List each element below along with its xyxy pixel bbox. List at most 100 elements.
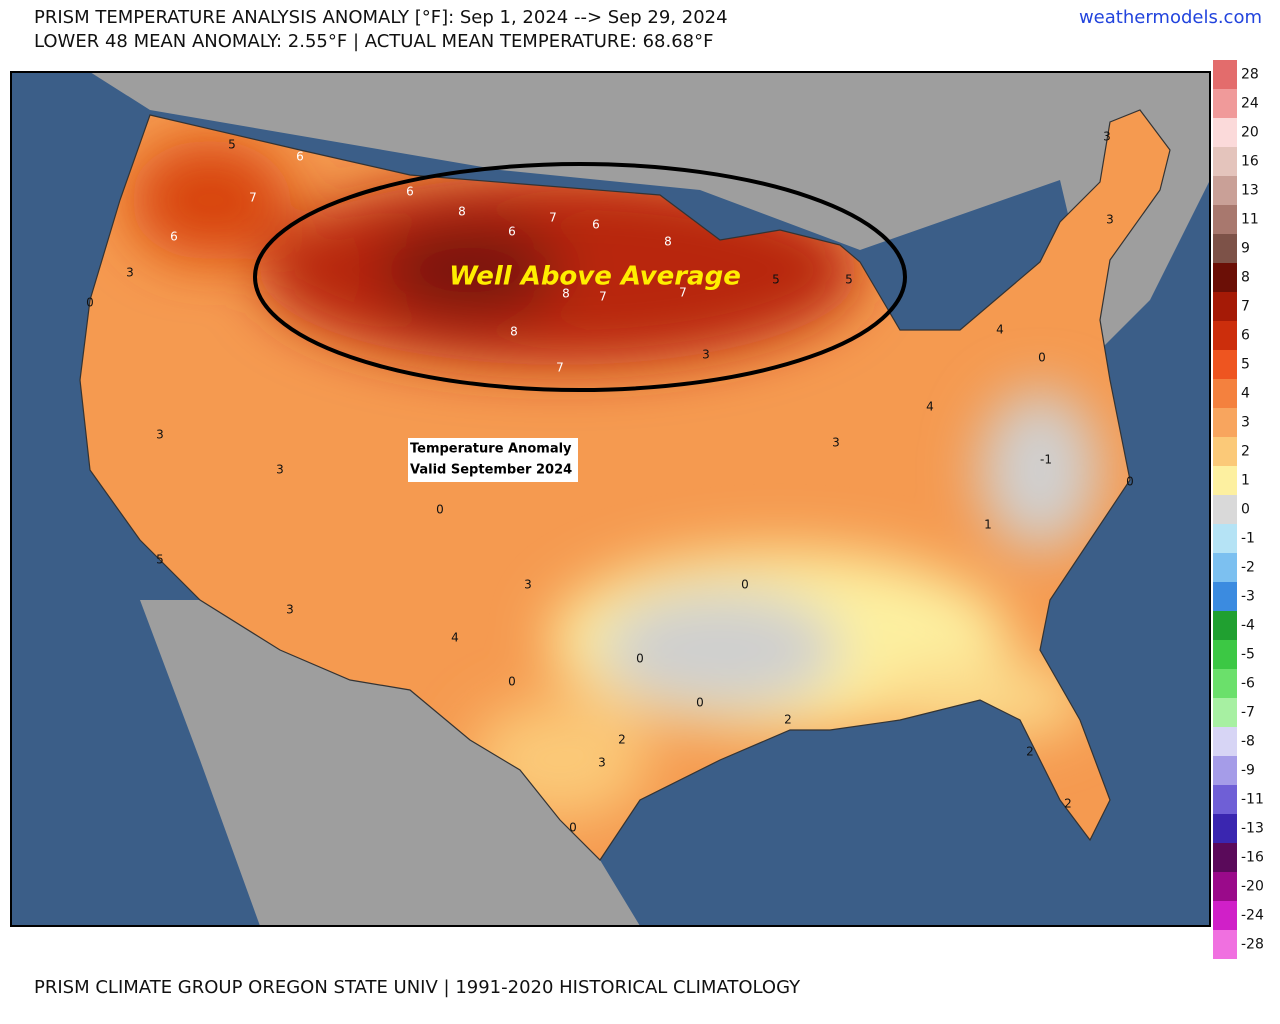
- legend-label: -7: [1241, 705, 1255, 721]
- map: Well Above Average Temperature Anomaly V…: [10, 71, 1211, 927]
- map-value: 0: [741, 578, 749, 592]
- legend-label: 9: [1241, 241, 1250, 257]
- legend-swatch: [1213, 872, 1237, 901]
- us-outline: [79, 109, 1171, 861]
- legend-swatch: [1213, 524, 1237, 553]
- label-box-line: Valid September 2024: [410, 463, 572, 478]
- map-value: 4: [451, 631, 459, 645]
- annotation: Well Above Average: [449, 262, 741, 292]
- map-value: 3: [702, 348, 710, 362]
- map-value: 7: [249, 191, 257, 205]
- canada: [11, 72, 1210, 350]
- label-box-line: Temperature Anomaly: [410, 442, 572, 457]
- legend-label: 20: [1241, 125, 1259, 141]
- legend-swatch: [1213, 495, 1237, 524]
- map-value: 1: [984, 518, 992, 532]
- legend-label: -8: [1241, 734, 1255, 750]
- map-value: 0: [86, 296, 94, 310]
- map-value: 6: [296, 150, 304, 164]
- map-value: 3: [832, 436, 840, 450]
- map-value: 8: [664, 235, 672, 249]
- map-frame: [10, 71, 1211, 927]
- legend-swatch: [1213, 176, 1237, 205]
- legend-label: 7: [1241, 299, 1250, 315]
- map-value: 5: [228, 138, 236, 152]
- legend-label: 4: [1241, 386, 1250, 402]
- legend-swatch: [1213, 698, 1237, 727]
- legend-label: -1: [1241, 531, 1255, 547]
- legend-label: -11: [1241, 792, 1264, 808]
- subtitle: LOWER 48 MEAN ANOMALY: 2.55°F | ACTUAL M…: [34, 31, 713, 52]
- map-value: 2: [784, 713, 792, 727]
- legend-swatch: [1213, 205, 1237, 234]
- legend-label: -9: [1241, 763, 1255, 779]
- site-link[interactable]: weathermodels.com: [1079, 7, 1262, 28]
- legend-swatch: [1213, 611, 1237, 640]
- map-value: 3: [1103, 130, 1111, 144]
- map-value: 3: [598, 756, 606, 770]
- legend-swatch: [1213, 930, 1237, 959]
- legend-swatch: [1213, 640, 1237, 669]
- legend-swatch: [1213, 89, 1237, 118]
- legend-swatch: [1213, 843, 1237, 872]
- map-value: 8: [510, 325, 518, 339]
- map-value: 3: [276, 463, 284, 477]
- map-value: 5: [772, 273, 780, 287]
- legend-label: -4: [1241, 618, 1255, 634]
- legend-label: -20: [1241, 879, 1264, 895]
- label-box: [408, 438, 578, 482]
- legend-swatch: [1213, 408, 1237, 437]
- legend-swatch: [1213, 60, 1237, 89]
- map-value: 3: [1106, 213, 1114, 227]
- map-value: 3: [286, 603, 294, 617]
- legend-label: 0: [1241, 502, 1250, 518]
- legend-label: 11: [1241, 212, 1259, 228]
- legend-label: -28: [1241, 937, 1264, 953]
- mexico: [140, 600, 640, 926]
- map-value: 2: [1064, 797, 1072, 811]
- map-value: 6: [508, 225, 516, 239]
- map-value: 8: [458, 205, 466, 219]
- legend-label: 28: [1241, 67, 1259, 83]
- map-value: 0: [569, 821, 577, 835]
- legend-swatch: [1213, 350, 1237, 379]
- legend-swatch: [1213, 118, 1237, 147]
- legend-label: 1: [1241, 473, 1250, 489]
- highlight-ellipse: [253, 162, 907, 392]
- legend-swatch: [1213, 234, 1237, 263]
- map-value: 6: [406, 185, 414, 199]
- map-value: 0: [696, 696, 704, 710]
- map-value: 0: [436, 503, 444, 517]
- legend-label: -24: [1241, 908, 1264, 924]
- map-value: 6: [170, 230, 178, 244]
- legend-swatch: [1213, 379, 1237, 408]
- legend-swatch: [1213, 814, 1237, 843]
- legend-swatch: [1213, 466, 1237, 495]
- map-value: -1: [1040, 453, 1052, 467]
- legend-swatch: [1213, 727, 1237, 756]
- legend: 28 24 20 16 13 11 9 8 7 6 5 4 3 2 1 0 -1 -2 -3 -4 -5 -6 -7 -8 -9…: [1213, 60, 1264, 959]
- map-value: 0: [636, 652, 644, 666]
- map-value: 5: [845, 273, 853, 287]
- map-value: 3: [156, 428, 164, 442]
- legend-swatch: [1213, 901, 1237, 930]
- legend-label: 3: [1241, 415, 1250, 431]
- map-value: 7: [599, 290, 607, 304]
- map-value: 4: [996, 323, 1004, 337]
- legend-label: 24: [1241, 96, 1259, 112]
- map-value: 6: [592, 218, 600, 232]
- map-value: 3: [126, 266, 134, 280]
- legend-swatch: [1213, 669, 1237, 698]
- legend-label: -5: [1241, 647, 1255, 663]
- legend-label: 13: [1241, 183, 1259, 199]
- legend-label: -3: [1241, 589, 1255, 605]
- map-value: 0: [1038, 351, 1046, 365]
- map-value: 7: [549, 211, 557, 225]
- legend-swatch: [1213, 756, 1237, 785]
- legend-swatch: [1213, 437, 1237, 466]
- legend-label: 5: [1241, 357, 1250, 373]
- map-value: 7: [679, 286, 687, 300]
- map-value: 8: [562, 287, 570, 301]
- legend-label: -2: [1241, 560, 1255, 576]
